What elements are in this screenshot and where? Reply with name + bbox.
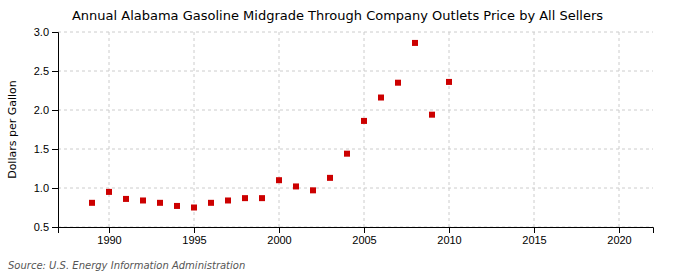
tick: 2005: [352, 227, 376, 246]
tick-mark: [52, 32, 58, 33]
point: [259, 195, 265, 201]
point: [429, 112, 435, 118]
grid-line: [58, 149, 653, 150]
tick-label: 1995: [182, 234, 206, 246]
tick-label: 2010: [437, 234, 461, 246]
tick-mark: [534, 227, 535, 233]
tick-mark: [52, 149, 58, 150]
point: [208, 200, 214, 206]
point: [395, 80, 401, 86]
tick: 0.5: [34, 221, 58, 233]
grid-line: [534, 32, 535, 227]
tick: 2015: [522, 227, 546, 246]
tick-label: 2.5: [34, 65, 49, 77]
grid-line: [449, 32, 450, 227]
point: [225, 197, 231, 203]
tick: 1.0: [34, 182, 58, 194]
x-axis: 1990 1995 2000 2005 2010 2015 2020: [59, 227, 654, 246]
tick: 2010: [437, 227, 461, 246]
tick-label: 1.0: [34, 182, 49, 194]
tick-mark: [279, 227, 280, 233]
point: [293, 183, 299, 189]
tick-mark: [52, 227, 58, 228]
tick-mark: [52, 188, 58, 189]
annotation: Source: U.S. Energy Information Administ…: [8, 260, 245, 271]
point: [327, 175, 333, 181]
grid-line: [619, 32, 620, 227]
point: [191, 205, 197, 211]
point: [344, 151, 350, 157]
points: [89, 40, 452, 211]
plot: 1990 1995 2000 2005 2010 2015 2020 0.5 1.0 1.5 2.0…: [34, 26, 654, 246]
tick: 1.5: [34, 143, 58, 155]
grid-line: [58, 188, 653, 189]
tick-mark: [364, 227, 365, 233]
tick-mark: [194, 227, 195, 233]
point: [276, 177, 282, 183]
tick-label: 2015: [522, 234, 546, 246]
axis-line: [59, 228, 654, 234]
grid-line: [279, 32, 280, 227]
point: [361, 118, 367, 124]
grid-line: [194, 32, 195, 227]
tick: 2020: [607, 227, 631, 246]
tick-label: 1.5: [34, 143, 49, 155]
tick-label: 2005: [352, 234, 376, 246]
grid-line: [364, 32, 365, 227]
axis-line: [52, 33, 59, 228]
tick-label: 2000: [267, 234, 291, 246]
y-axis: 0.5 1.0 1.5 2.0 2.5 3.0: [34, 26, 59, 233]
point: [378, 95, 384, 101]
point: [157, 200, 163, 206]
tick-label: 1990: [97, 234, 121, 246]
point: [242, 195, 248, 201]
tick-mark: [449, 227, 450, 233]
title: Annual Alabama Gasoline Midgrade Through…: [72, 8, 603, 23]
point: [89, 200, 95, 206]
tick: 1990: [97, 227, 121, 246]
tick-mark: [109, 227, 110, 233]
tick: 2.5: [34, 65, 58, 77]
point: [174, 203, 180, 209]
grid-line: [58, 110, 653, 111]
point: [310, 187, 316, 193]
tick: 2.0: [34, 104, 58, 116]
point: [140, 197, 146, 203]
chart: 1990 1995 2000 2005 2010 2015 2020 0.5 1.0 1.5 2.0…: [0, 0, 675, 275]
grid-line: [109, 32, 110, 227]
grid-line: [58, 32, 653, 33]
grid: [58, 32, 653, 227]
point: [123, 196, 129, 202]
point: [106, 189, 112, 195]
tick-mark: [52, 110, 58, 111]
tick: 2000: [267, 227, 291, 246]
tick-mark: [619, 227, 620, 233]
tick-mark: [52, 71, 58, 72]
tick-label: 2.0: [34, 104, 49, 116]
tick: 3.0: [34, 26, 58, 38]
point: [446, 79, 452, 85]
grid-line: [58, 71, 653, 72]
tick-label: 3.0: [34, 26, 49, 38]
tick-label: 0.5: [34, 221, 49, 233]
y-axis-title: Dollars per Gallon: [6, 80, 19, 179]
tick: 1995: [182, 227, 206, 246]
tick-label: 2020: [607, 234, 631, 246]
point: [412, 40, 418, 46]
